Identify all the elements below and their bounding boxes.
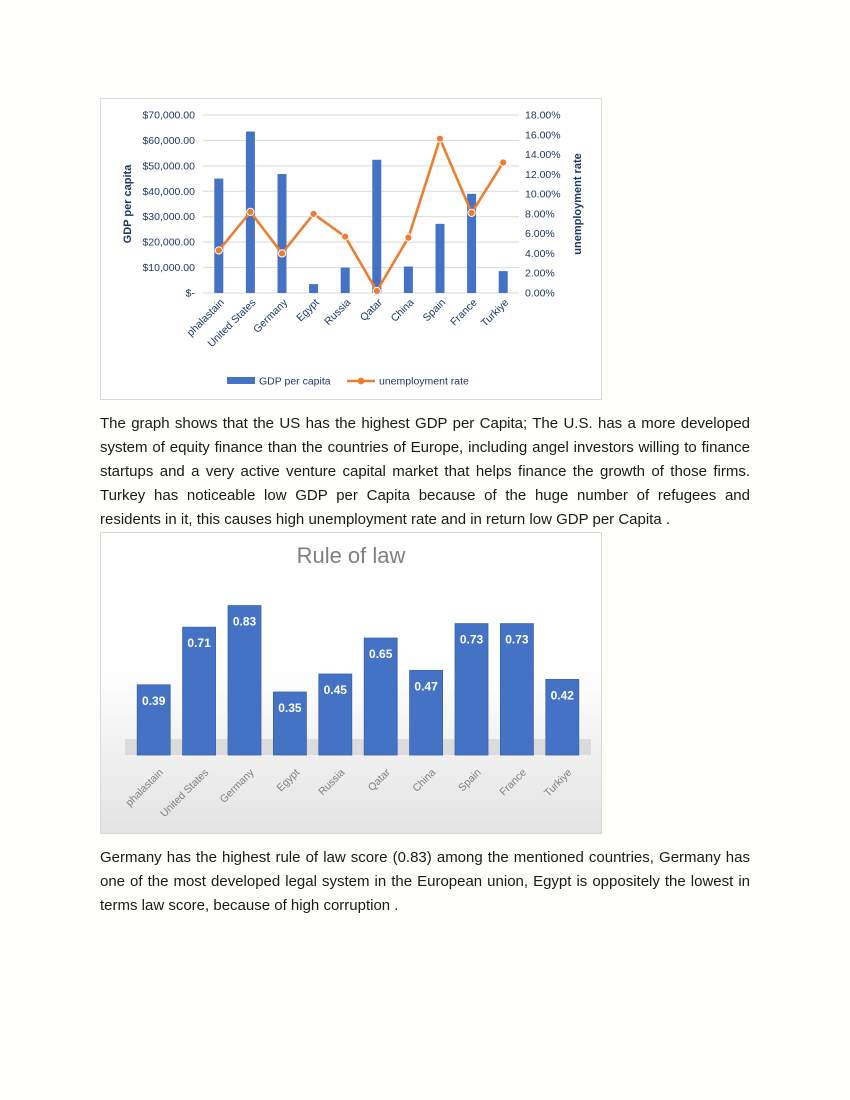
rule-of-law-bar bbox=[363, 637, 398, 756]
x-category-label: Germany bbox=[218, 766, 258, 806]
rule-of-law-data-label: 0.42 bbox=[551, 688, 575, 702]
unemployment-point bbox=[435, 134, 445, 143]
gdp-bar bbox=[435, 223, 445, 293]
x-category-label: France bbox=[497, 767, 529, 799]
legend-swatch-unemployment-marker bbox=[357, 377, 365, 385]
unemployment-point bbox=[309, 209, 318, 218]
gdp-bar bbox=[340, 267, 350, 293]
y2-tick-label: 16.00% bbox=[525, 129, 561, 141]
y-tick-label: $70,000.00 bbox=[142, 110, 195, 122]
y2-tick-label: 8.00% bbox=[525, 208, 555, 220]
unemployment-point bbox=[341, 232, 350, 241]
legend-label-gdp: GDP per capita bbox=[259, 376, 331, 388]
x-category-label: Russia bbox=[322, 297, 353, 328]
rule-of-law-data-label: 0.47 bbox=[414, 679, 438, 693]
y2-tick-label: 2.00% bbox=[525, 268, 555, 280]
rule-of-law-bar bbox=[182, 626, 216, 756]
rule-of-law-bar bbox=[136, 684, 171, 756]
rule-of-law-bar bbox=[227, 605, 262, 756]
rule-of-law-bar bbox=[454, 623, 489, 756]
x-category-label: Turkiye bbox=[479, 297, 512, 330]
rule-of-law-data-label: 0.73 bbox=[460, 633, 484, 647]
x-category-label: Turkiye bbox=[542, 767, 575, 800]
x-category-label: China bbox=[389, 297, 417, 325]
gdp-bar bbox=[277, 173, 287, 293]
gdp-bar bbox=[467, 193, 477, 293]
y-tick-label: $10,000.00 bbox=[142, 262, 195, 274]
x-category-label: China bbox=[410, 767, 438, 795]
rule-of-law-data-label: 0.83 bbox=[233, 615, 257, 629]
legend-label-unemployment: unemployment rate bbox=[379, 376, 469, 388]
y-tick-label: $30,000.00 bbox=[142, 211, 195, 223]
unemployment-point bbox=[499, 158, 508, 167]
rule-of-law-chart-svg: Rule of law 0.39 0.71 0.83 0.35 0.45 0.65 0.47 0… bbox=[123, 543, 591, 820]
gdp-unemployment-chart-svg: $- $10,000.00 $20,000.00 $30,000.00 $40,000.… bbox=[122, 110, 584, 388]
gdp-bar bbox=[214, 178, 224, 293]
x-category-label: Germany bbox=[251, 296, 291, 336]
rule-of-law-bar bbox=[545, 678, 580, 756]
x-category-label: Spain bbox=[421, 297, 449, 325]
chart-title: Rule of law bbox=[297, 543, 406, 568]
rule-of-law-bar bbox=[272, 691, 307, 756]
rule-of-law-data-label: 0.45 bbox=[324, 683, 348, 697]
gdp-unemployment-chart: $- $10,000.00 $20,000.00 $30,000.00 $40,000.… bbox=[100, 98, 602, 400]
x-category-label: Egypt bbox=[275, 767, 303, 795]
unemployment-point bbox=[404, 233, 413, 242]
unemployment-point bbox=[214, 246, 223, 255]
x-category-label: France bbox=[448, 297, 480, 329]
y2-tick-label: 18.00% bbox=[525, 110, 561, 122]
rule-of-law-data-label: 0.71 bbox=[187, 636, 211, 650]
x-category-label: phalastain bbox=[123, 767, 165, 809]
x-category-label: Qatar bbox=[358, 296, 385, 323]
y-tick-label: $50,000.00 bbox=[142, 160, 195, 172]
unemployment-point bbox=[467, 208, 476, 218]
legend-swatch-gdp bbox=[227, 377, 255, 384]
y2-tick-label: 0.00% bbox=[525, 288, 555, 300]
rule-of-law-data-label: 0.35 bbox=[278, 701, 302, 715]
gdp-commentary-paragraph: The graph shows that the US has the high… bbox=[100, 415, 750, 528]
x-category-label: Egypt bbox=[294, 297, 322, 325]
gdp-bar bbox=[372, 159, 382, 293]
y-axis-title: GDP per capita bbox=[122, 164, 134, 244]
y-tick-label: $20,000.00 bbox=[142, 237, 195, 249]
rule-of-law-chart: Rule of law 0.39 0.71 0.83 0.35 0.45 0.65 0.47 0… bbox=[100, 532, 602, 834]
unemployment-point bbox=[277, 249, 287, 258]
rule-of-law-commentary-paragraph: Germany has the highest rule of law scor… bbox=[100, 849, 750, 914]
rule-of-law-bar bbox=[499, 623, 534, 756]
x-category-label: United States bbox=[158, 767, 211, 820]
rule-of-law-bar bbox=[409, 669, 444, 756]
y-tick-label: $40,000.00 bbox=[142, 186, 195, 198]
rule-of-law-data-label: 0.73 bbox=[505, 633, 529, 647]
y2-axis-title: unemployment rate bbox=[572, 153, 584, 254]
x-category-label: Russia bbox=[316, 767, 347, 798]
y2-tick-label: 14.00% bbox=[525, 149, 561, 161]
gdp-bar bbox=[403, 266, 413, 293]
rule-of-law-bar bbox=[318, 673, 353, 756]
rule-of-law-data-label: 0.65 bbox=[369, 647, 393, 661]
y-tick-label: $60,000.00 bbox=[142, 135, 195, 147]
x-category-label: Qatar bbox=[366, 766, 393, 793]
y2-tick-label: 12.00% bbox=[525, 169, 561, 181]
gdp-bar bbox=[309, 284, 319, 293]
x-category-label: Spain bbox=[456, 767, 484, 795]
y-tick-label: $- bbox=[186, 288, 196, 300]
unemployment-point bbox=[246, 207, 255, 217]
unemployment-point bbox=[372, 286, 381, 296]
y2-tick-label: 4.00% bbox=[525, 248, 555, 260]
y2-tick-label: 10.00% bbox=[525, 189, 561, 201]
gdp-bar bbox=[498, 271, 508, 293]
rule-of-law-data-label: 0.39 bbox=[142, 694, 166, 708]
unemployment-line bbox=[217, 137, 505, 293]
y2-tick-label: 6.00% bbox=[525, 228, 555, 240]
